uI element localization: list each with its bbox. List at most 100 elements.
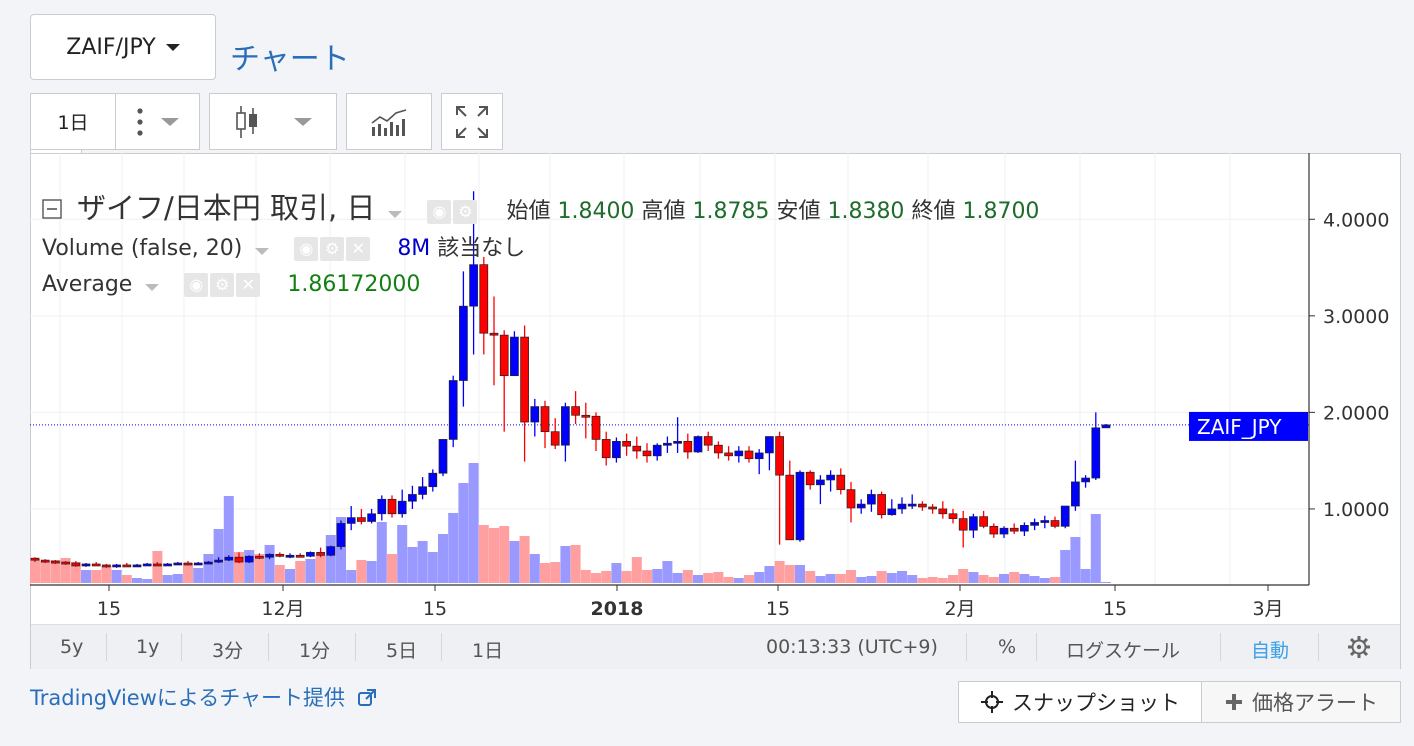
volume-bar (81, 570, 91, 583)
volume-bar (703, 573, 714, 583)
volume-bar (1029, 576, 1040, 583)
interval-menu-button[interactable] (115, 93, 200, 150)
candle-body (295, 554, 305, 558)
candle-body (112, 564, 121, 568)
range-5d-button[interactable]: 5日 (386, 640, 418, 662)
candle-body (520, 336, 529, 423)
candle (1009, 523, 1019, 535)
chevron-down-icon[interactable] (145, 284, 160, 291)
clock-timezone[interactable]: 00:13:33 (UTC+9) (766, 636, 938, 658)
indicators-button[interactable] (346, 93, 432, 150)
close-icon[interactable]: ✕ (236, 273, 261, 297)
range-5y-button[interactable]: 5y (60, 636, 84, 658)
candle (816, 475, 825, 505)
candle (428, 469, 438, 492)
candle (754, 449, 764, 475)
candle (887, 499, 897, 516)
tradingview-attribution-link[interactable]: TradingViewによるチャート提供 (30, 682, 376, 712)
candle-body (214, 559, 223, 563)
candle-body (40, 559, 50, 563)
close-value: 1.8700 (962, 199, 1040, 224)
range-1d-button[interactable]: 1日 (472, 640, 504, 662)
indicators-icon (371, 108, 407, 136)
candle-body (571, 406, 580, 416)
low-value: 1.8380 (827, 199, 905, 224)
volume-bar (815, 576, 826, 583)
volume-bar (733, 578, 744, 583)
candle (387, 495, 397, 518)
candle-body (724, 452, 733, 457)
candle (836, 468, 846, 495)
chart-page-link[interactable]: チャート (230, 42, 350, 77)
candle-body (1020, 524, 1029, 532)
candle-body (795, 471, 805, 541)
candle-body (846, 489, 856, 509)
range-1m-button[interactable]: 1分 (299, 640, 331, 662)
candle (295, 553, 305, 558)
candle (30, 557, 40, 563)
volume-bar (234, 552, 244, 583)
fullscreen-button[interactable] (441, 93, 503, 150)
volume-bar (988, 577, 999, 583)
candle-body (326, 546, 336, 556)
candle (438, 439, 448, 477)
candle (714, 441, 723, 459)
gear-icon[interactable] (1347, 635, 1371, 659)
chevron-down-icon[interactable] (388, 211, 403, 218)
volume-bar (835, 574, 846, 583)
symbol-selector-button[interactable]: ZAIF/JPY (30, 14, 216, 80)
volume-bar (764, 566, 775, 583)
snapshot-button[interactable]: スナップショット (958, 681, 1202, 723)
crosshair-icon (981, 691, 1003, 713)
volume-bar (376, 522, 387, 583)
candle-body (357, 517, 366, 522)
candle (948, 508, 958, 524)
gear-icon[interactable]: ⚙ (320, 237, 345, 261)
volume-bar (795, 565, 805, 583)
chevron-down-icon[interactable] (255, 248, 270, 255)
candle-body (183, 562, 193, 566)
volume-bar (91, 570, 102, 583)
divider (441, 633, 442, 661)
candle (132, 563, 142, 568)
vertical-dots-icon (136, 107, 143, 136)
visibility-eye-icon[interactable]: ◉ (427, 200, 452, 224)
candle (540, 400, 550, 449)
x-tick-label: 2月 (944, 598, 975, 620)
candle-body (438, 439, 448, 474)
volume-bar (489, 528, 499, 583)
candle (163, 563, 172, 567)
candle-body (459, 305, 468, 381)
candle-body (1071, 481, 1080, 507)
candle-body (938, 508, 948, 515)
volume-bar (305, 559, 316, 583)
price-alert-button[interactable]: 価格アラート (1201, 681, 1401, 723)
candle-body (306, 552, 315, 557)
range-1y-button[interactable]: 1y (136, 636, 160, 658)
volume-bar (142, 579, 153, 583)
auto-scale-toggle[interactable]: 自動 (1251, 640, 1290, 662)
interval-button[interactable]: 1日 (30, 93, 116, 150)
visibility-eye-icon[interactable]: ◉ (294, 237, 319, 261)
price-chart[interactable]: 1.0000 2.0000 3.0000 4.0000 ZAIF_JPY 15 12月 15 2… (30, 153, 1401, 625)
visibility-eye-icon[interactable]: ◉ (184, 273, 209, 297)
candle-body (173, 562, 183, 566)
log-scale-toggle[interactable]: ログスケール (1066, 640, 1181, 662)
candle (846, 481, 856, 523)
candle-body (948, 513, 958, 519)
collapse-legend-icon[interactable] (42, 199, 64, 221)
gear-icon[interactable]: ⚙ (210, 273, 235, 297)
close-icon[interactable]: ✕ (346, 237, 371, 261)
candle-body (91, 563, 101, 567)
high-label: 高値 (641, 199, 686, 224)
candle (775, 431, 784, 545)
range-3m-button[interactable]: 3分 (212, 640, 244, 662)
volume-bar (529, 554, 540, 583)
volume-bar (397, 525, 408, 583)
chart-style-button[interactable] (209, 93, 337, 150)
candle (346, 506, 356, 531)
percent-scale-toggle[interactable]: % (998, 636, 1017, 658)
x-tick-label: 15 (423, 598, 447, 620)
candle-body (224, 556, 234, 561)
gear-icon[interactable]: ⚙ (453, 200, 478, 224)
